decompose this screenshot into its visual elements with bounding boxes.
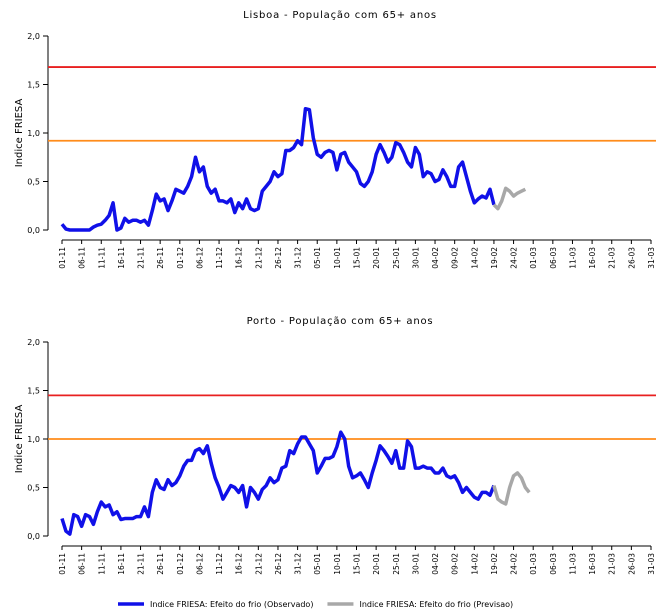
x-tick-label: 30-01 bbox=[411, 247, 420, 269]
x-tick-label: 21-03 bbox=[608, 247, 617, 269]
x-tick-label: 16-11 bbox=[117, 247, 126, 269]
x-tick-label: 16-03 bbox=[588, 553, 597, 575]
x-tick-label: 10-01 bbox=[333, 247, 342, 269]
x-tick-label: 06-03 bbox=[549, 553, 558, 575]
x-tick-label: 06-03 bbox=[549, 247, 558, 269]
y-tick-label: 1,0 bbox=[27, 435, 40, 444]
data-line bbox=[492, 186, 527, 211]
x-tick-label: 21-03 bbox=[608, 553, 617, 575]
x-tick-label: 11-03 bbox=[568, 553, 577, 575]
x-tick-label: 26-03 bbox=[627, 553, 636, 575]
data-line bbox=[60, 107, 496, 232]
x-tick-label: 31-03 bbox=[647, 247, 656, 269]
x-tick-label: 31-12 bbox=[294, 247, 303, 269]
x-tick-label: 16-12 bbox=[235, 247, 244, 269]
x-tick-label: 11-11 bbox=[97, 247, 106, 269]
x-tick-label: 05-01 bbox=[313, 553, 322, 575]
x-tick-label: 19-02 bbox=[490, 553, 499, 575]
x-tick-label: 24-02 bbox=[510, 553, 519, 575]
y-tick-label: 0,5 bbox=[27, 178, 40, 187]
x-tick-label: 20-01 bbox=[372, 247, 381, 269]
x-tick-label: 19-02 bbox=[490, 247, 499, 269]
x-tick-label: 14-02 bbox=[470, 553, 479, 575]
x-tick-label: 11-12 bbox=[215, 553, 224, 575]
x-tick-label: 26-11 bbox=[156, 247, 165, 269]
y-tick-label: 1,5 bbox=[27, 387, 40, 396]
x-tick-label: 15-01 bbox=[353, 553, 362, 575]
y-axis-label: Indice FRIESA bbox=[14, 405, 25, 474]
x-tick-label: 09-02 bbox=[451, 553, 460, 575]
x-tick-label: 04-02 bbox=[431, 247, 440, 269]
x-tick-label: 06-12 bbox=[195, 247, 204, 269]
x-tick-label: 09-02 bbox=[451, 247, 460, 269]
x-tick-label: 31-03 bbox=[647, 553, 656, 575]
y-tick-label: 1,0 bbox=[27, 129, 40, 138]
x-tick-label: 04-02 bbox=[431, 553, 440, 575]
x-tick-label: 01-03 bbox=[529, 553, 538, 575]
x-tick-label: 24-02 bbox=[510, 247, 519, 269]
chart-title: Porto - População com 65+ anos bbox=[247, 316, 434, 327]
x-tick-label: 16-12 bbox=[235, 553, 244, 575]
x-tick-label: 26-12 bbox=[274, 247, 283, 269]
x-tick-label: 16-03 bbox=[588, 247, 597, 269]
x-tick-label: 26-03 bbox=[627, 247, 636, 269]
x-tick-label: 01-03 bbox=[529, 247, 538, 269]
x-tick-label: 01-11 bbox=[58, 553, 67, 575]
y-tick-label: 2,0 bbox=[27, 32, 40, 41]
x-tick-label: 11-03 bbox=[568, 247, 577, 269]
y-tick-label: 0,0 bbox=[27, 226, 40, 235]
x-tick-label: 16-11 bbox=[117, 553, 126, 575]
data-line bbox=[60, 430, 496, 536]
y-tick-label: 2,0 bbox=[27, 338, 40, 347]
y-tick-label: 0,5 bbox=[27, 484, 40, 493]
chart-title: Lisboa - População com 65+ anos bbox=[243, 10, 437, 21]
x-tick-label: 01-11 bbox=[58, 247, 67, 269]
x-tick-label: 15-01 bbox=[353, 247, 362, 269]
x-tick-label: 01-12 bbox=[176, 247, 185, 269]
x-tick-label: 14-02 bbox=[470, 247, 479, 269]
x-tick-label: 21-12 bbox=[254, 553, 263, 575]
x-tick-label: 05-01 bbox=[313, 247, 322, 269]
x-tick-label: 21-11 bbox=[137, 553, 146, 575]
legend-label: Indice FRIESA: Efeito do frio (Previsao) bbox=[359, 600, 513, 609]
y-axis-label: Indice FRIESA bbox=[14, 99, 25, 168]
x-tick-label: 01-12 bbox=[176, 553, 185, 575]
x-tick-label: 21-11 bbox=[137, 247, 146, 269]
x-tick-label: 11-11 bbox=[97, 553, 106, 575]
x-tick-label: 06-11 bbox=[78, 553, 87, 575]
x-tick-label: 06-12 bbox=[195, 553, 204, 575]
x-tick-label: 20-01 bbox=[372, 553, 381, 575]
x-tick-label: 21-12 bbox=[254, 247, 263, 269]
x-tick-label: 30-01 bbox=[411, 553, 420, 575]
y-tick-label: 0,0 bbox=[27, 532, 40, 541]
y-tick-label: 1,5 bbox=[27, 81, 40, 90]
data-line bbox=[492, 471, 531, 506]
x-tick-label: 26-11 bbox=[156, 553, 165, 575]
x-tick-label: 25-01 bbox=[392, 247, 401, 269]
x-tick-label: 11-12 bbox=[215, 247, 224, 269]
legend-label: Indice FRIESA: Efeito do frio (Observado… bbox=[150, 600, 313, 609]
x-tick-label: 06-11 bbox=[78, 247, 87, 269]
x-tick-label: 31-12 bbox=[294, 553, 303, 575]
x-tick-label: 26-12 bbox=[274, 553, 283, 575]
x-tick-label: 25-01 bbox=[392, 553, 401, 575]
x-tick-label: 10-01 bbox=[333, 553, 342, 575]
